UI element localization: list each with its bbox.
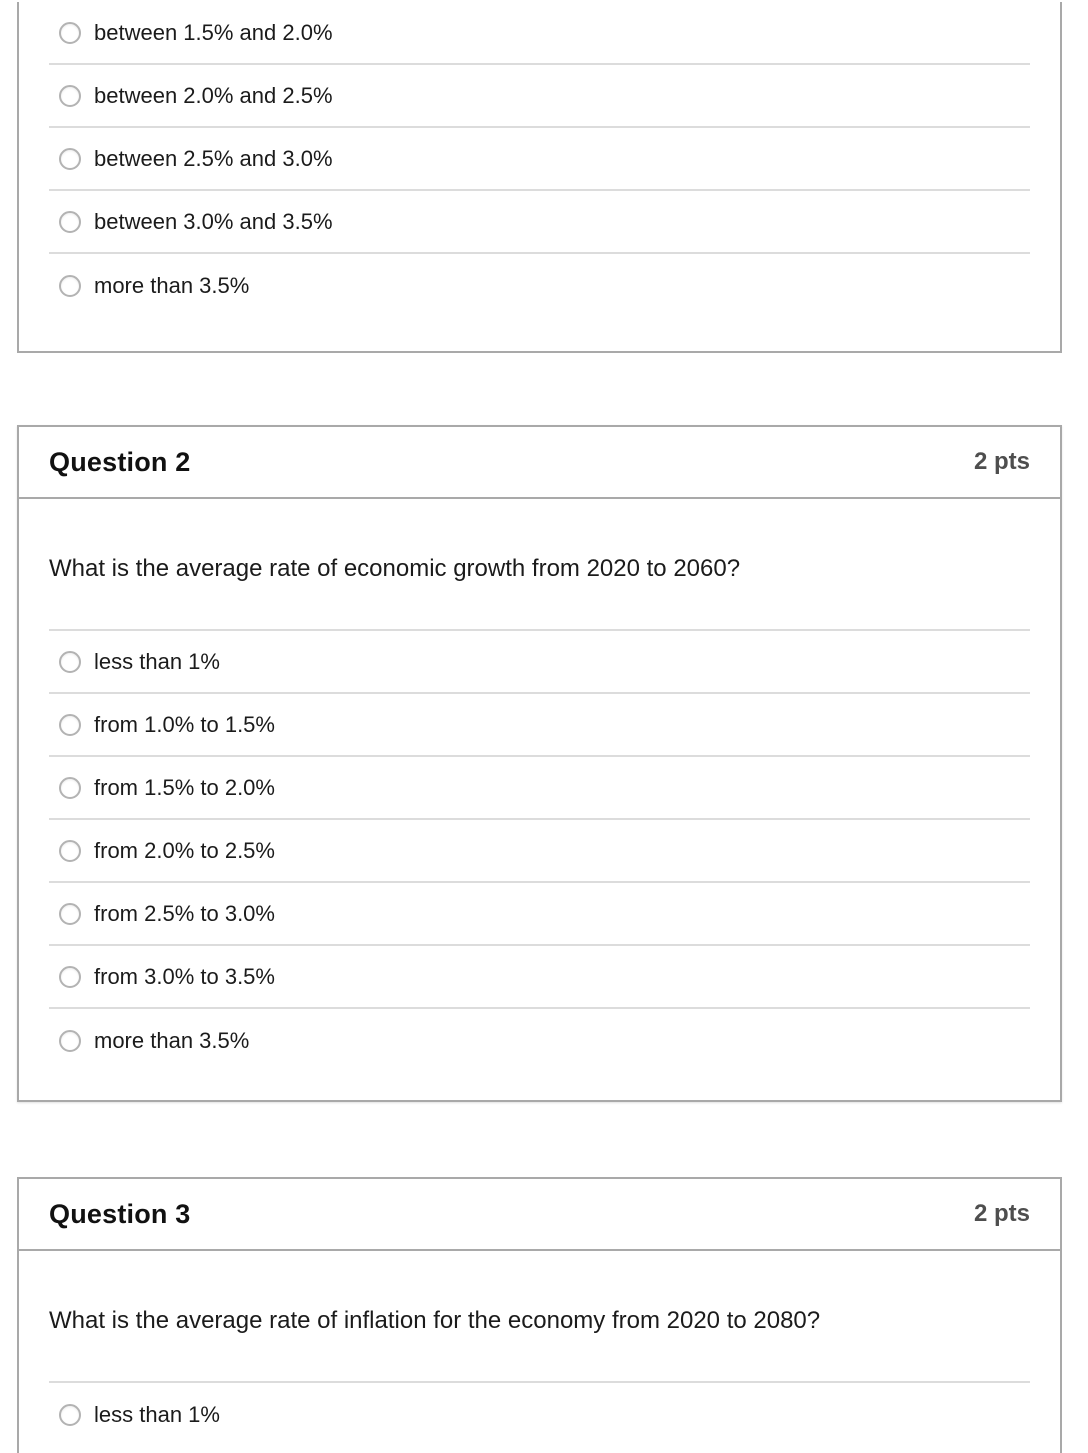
question-header: Question 3 2 pts <box>19 1179 1060 1251</box>
answer-list: less than 1% from 1.0% to 1.5% from 1.5%… <box>49 631 1030 1100</box>
radio-button-icon[interactable] <box>59 274 81 297</box>
card-gap <box>0 1102 1088 1177</box>
answer-label: between 3.0% and 3.5% <box>94 209 333 234</box>
question-body: between 1.5% and 2.0% between 2.0% and 2… <box>19 2 1060 351</box>
radio-button-icon[interactable] <box>59 902 81 925</box>
radio-button-icon[interactable] <box>59 21 81 44</box>
answer-option[interactable]: from 2.5% to 3.0% <box>49 883 1030 946</box>
answer-label: from 1.5% to 2.0% <box>94 775 275 800</box>
answer-option[interactable]: from 2.0% to 2.5% <box>49 820 1030 883</box>
answer-label: less than 1% <box>94 1402 220 1427</box>
answer-option[interactable]: from 1.5% to 2.0% <box>49 757 1030 820</box>
radio-button-icon[interactable] <box>59 210 81 233</box>
answer-label: between 2.5% and 3.0% <box>94 146 333 171</box>
answer-option[interactable]: less than 1% <box>49 631 1030 694</box>
answer-label: more than 3.5% <box>94 1028 250 1053</box>
question-title: Question 2 <box>49 446 191 477</box>
answer-option[interactable]: between 3.0% and 3.5% <box>49 191 1030 254</box>
question-body: What is the average rate of economic gro… <box>19 499 1060 1100</box>
answer-option[interactable]: from 1.0% to 1.5% <box>49 694 1030 757</box>
question-title: Question 3 <box>49 1198 191 1229</box>
question-card-partial: between 1.5% and 2.0% between 2.0% and 2… <box>17 2 1062 353</box>
answer-label: from 3.0% to 3.5% <box>94 964 275 989</box>
question-card-2: Question 2 2 pts What is the average rat… <box>17 425 1062 1102</box>
card-gap <box>0 353 1088 425</box>
answer-label: less than 1% <box>94 649 220 674</box>
radio-button-icon[interactable] <box>59 650 81 673</box>
answer-label: from 1.0% to 1.5% <box>94 712 275 737</box>
answer-option[interactable]: between 1.5% and 2.0% <box>49 2 1030 65</box>
radio-button-icon[interactable] <box>59 839 81 862</box>
radio-button-icon[interactable] <box>59 965 81 988</box>
question-points-badge: 2 pts <box>973 448 1030 475</box>
radio-button-icon[interactable] <box>59 713 81 736</box>
answer-list: between 1.5% and 2.0% between 2.0% and 2… <box>49 2 1030 351</box>
answer-option[interactable]: between 2.5% and 3.0% <box>49 128 1030 191</box>
question-body: What is the average rate of inflation fo… <box>19 1251 1060 1453</box>
radio-button-icon[interactable] <box>59 84 81 107</box>
answer-label: more than 3.5% <box>94 273 250 298</box>
answer-label: between 2.0% and 2.5% <box>94 83 333 108</box>
answer-option[interactable]: more than 3.5% <box>49 254 1030 317</box>
answer-option[interactable]: more than 3.5% <box>49 1009 1030 1072</box>
radio-button-icon[interactable] <box>59 1029 81 1052</box>
question-header: Question 2 2 pts <box>19 427 1060 499</box>
radio-button-icon[interactable] <box>59 776 81 799</box>
answer-list: less than 1% <box>49 1383 1030 1453</box>
answer-option[interactable]: less than 1% <box>49 1383 1030 1446</box>
question-text: What is the average rate of economic gro… <box>49 499 1030 631</box>
radio-button-icon[interactable] <box>59 147 81 170</box>
answer-label: from 2.0% to 2.5% <box>94 838 275 863</box>
answer-label: between 1.5% and 2.0% <box>94 20 333 45</box>
question-card-3: Question 3 2 pts What is the average rat… <box>17 1177 1062 1453</box>
answer-label: from 2.5% to 3.0% <box>94 901 275 926</box>
radio-button-icon[interactable] <box>59 1403 81 1426</box>
answer-option[interactable]: from 3.0% to 3.5% <box>49 946 1030 1009</box>
question-text: What is the average rate of inflation fo… <box>49 1251 1030 1383</box>
answer-option[interactable]: between 2.0% and 2.5% <box>49 65 1030 128</box>
question-points-badge: 2 pts <box>973 1200 1030 1227</box>
